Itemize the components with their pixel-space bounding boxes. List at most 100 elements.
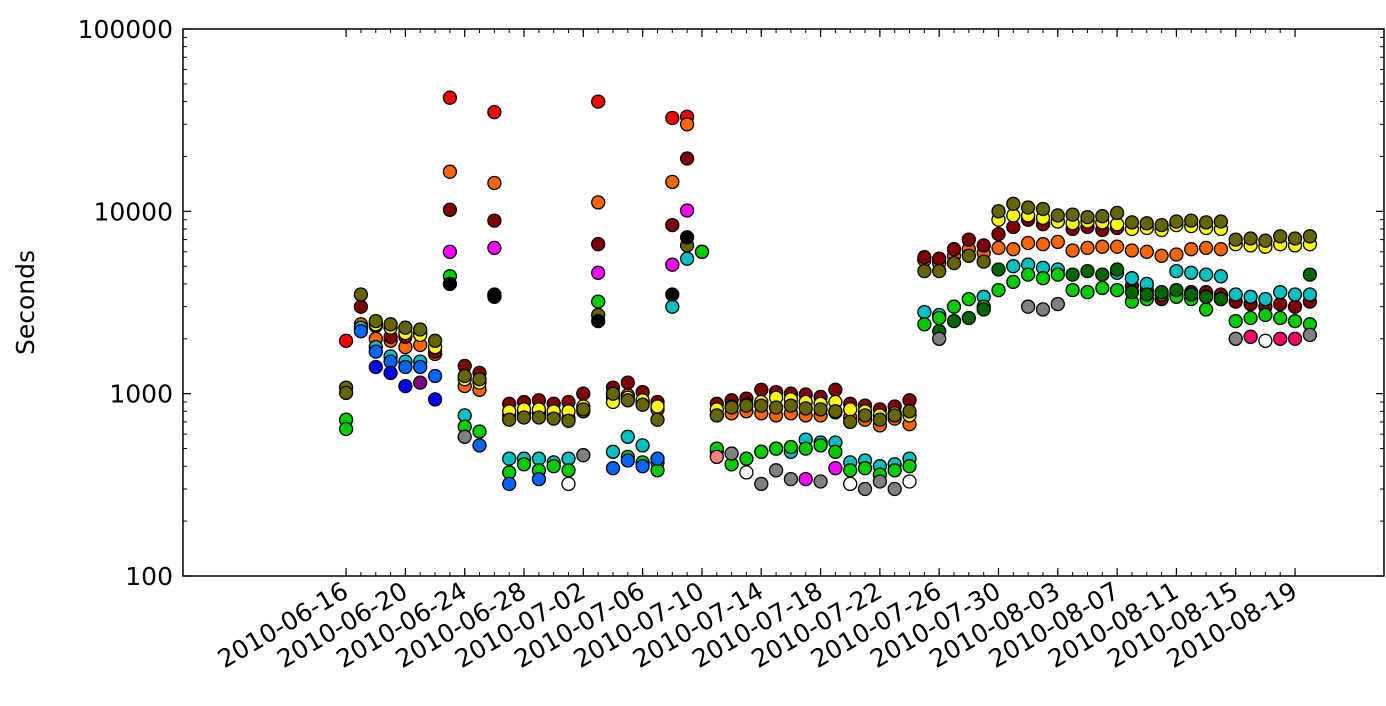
data-point	[1287, 331, 1303, 346]
data-point	[1213, 269, 1229, 284]
data-point	[828, 444, 843, 459]
data-point	[531, 471, 547, 487]
data-point	[1213, 242, 1229, 257]
data-point	[1065, 267, 1080, 282]
data-point	[1109, 205, 1125, 221]
data-point	[1213, 291, 1229, 307]
data-point	[724, 400, 739, 415]
data-point	[1198, 267, 1214, 282]
data-point	[413, 375, 428, 390]
data-point	[768, 463, 784, 478]
data-point	[1302, 229, 1318, 244]
data-point	[665, 217, 680, 233]
data-point	[1035, 201, 1051, 217]
data-point	[1302, 287, 1318, 302]
data-point	[1035, 237, 1051, 252]
y-tick-label: 10000	[93, 197, 173, 226]
data-point	[665, 299, 680, 314]
data-point	[1273, 331, 1288, 346]
data-point	[1184, 287, 1199, 302]
data-point	[976, 238, 991, 253]
data-point	[1243, 289, 1258, 304]
data-point	[843, 402, 858, 417]
data-point	[679, 151, 695, 166]
data-point	[1065, 207, 1080, 222]
data-point	[932, 310, 947, 326]
data-point	[1198, 289, 1214, 304]
data-point	[1258, 233, 1273, 248]
data-point	[383, 365, 398, 381]
data-point	[442, 90, 458, 105]
data-point	[1258, 291, 1273, 307]
data-point	[546, 411, 561, 426]
data-point	[798, 441, 813, 456]
data-point	[783, 439, 799, 455]
data-point	[605, 386, 621, 401]
data-point	[932, 263, 947, 279]
data-point	[1095, 209, 1110, 224]
data-point	[1020, 235, 1036, 251]
data-point	[857, 481, 873, 497]
data-point	[1302, 267, 1318, 282]
data-point	[976, 254, 991, 269]
data-point	[591, 265, 606, 280]
data-point	[1169, 263, 1184, 279]
data-point	[1243, 310, 1258, 326]
data-point	[605, 461, 621, 476]
data-point	[1169, 282, 1184, 298]
data-point	[665, 257, 680, 272]
data-point	[917, 250, 932, 265]
data-point	[620, 429, 635, 444]
data-point	[442, 244, 458, 259]
data-point	[902, 474, 917, 489]
data-point	[665, 110, 680, 126]
data-point	[991, 282, 1006, 298]
data-point	[413, 359, 428, 375]
axes: 1001000100001000002010-06-162010-06-2020…	[78, 15, 1384, 674]
data-point	[991, 226, 1006, 242]
data-point	[1287, 231, 1303, 246]
data-point	[1287, 287, 1303, 302]
y-axis-title: Seconds	[11, 250, 40, 355]
data-point	[1124, 271, 1140, 286]
data-point	[902, 404, 917, 419]
data-point	[843, 476, 858, 492]
data-point	[1065, 243, 1080, 258]
data-point	[1228, 331, 1243, 346]
data-point	[976, 302, 991, 317]
data-point	[487, 289, 502, 304]
data-point	[872, 412, 888, 427]
data-point	[427, 368, 443, 384]
data-point	[887, 481, 902, 497]
data-point	[1095, 239, 1110, 254]
data-point	[679, 230, 695, 245]
data-point	[798, 401, 813, 416]
data-point	[1287, 299, 1303, 314]
data-point	[576, 386, 591, 401]
data-point	[887, 408, 902, 423]
data-point	[932, 331, 947, 346]
data-point	[1006, 196, 1021, 211]
data-point	[620, 375, 635, 390]
data-point	[591, 195, 606, 210]
data-point	[368, 359, 383, 375]
data-point	[1124, 215, 1140, 230]
data-point	[1020, 267, 1036, 282]
data-point	[754, 382, 769, 397]
data-point	[1184, 213, 1199, 228]
data-point	[1050, 267, 1065, 282]
data-point	[991, 240, 1006, 256]
data-point	[398, 378, 413, 394]
data-point	[650, 451, 665, 466]
data-point	[502, 451, 517, 466]
data-point	[1302, 327, 1318, 343]
data-point	[591, 294, 606, 309]
data-point	[368, 313, 383, 329]
data-point	[1184, 242, 1199, 257]
data-point	[1035, 302, 1051, 317]
data-point	[591, 94, 606, 109]
data-point	[1154, 217, 1169, 233]
data-point	[961, 248, 976, 263]
data-point	[813, 474, 828, 489]
